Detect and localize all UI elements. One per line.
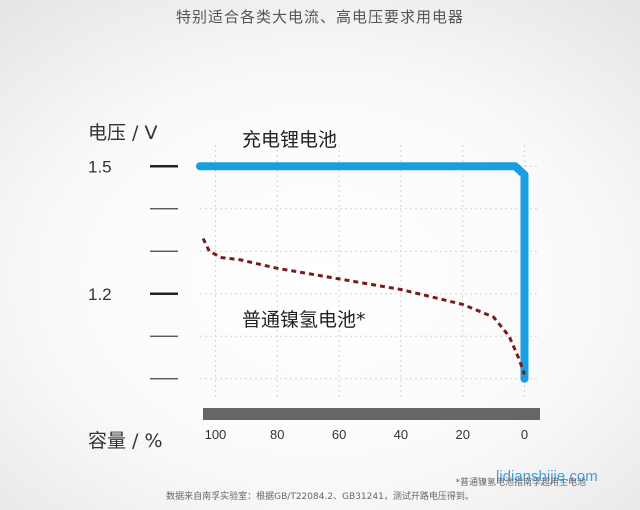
footnote: *普通镍氢电池指南孚超用主电池 — [455, 478, 586, 488]
series-line-1 — [201, 237, 526, 376]
series-label-lithium: 充电锂电池 — [242, 129, 337, 151]
y-tick-label-1.2: 1.2 — [88, 285, 112, 304]
series-label-nimh: 普通镍氢电池* — [242, 309, 366, 331]
y-tick-label-1.5: 1.5 — [88, 157, 112, 176]
x-tick-label-40: 40 — [394, 427, 408, 442]
chart-headline: 特别适合各类大电流、高电压要求用电器 — [175, 8, 464, 26]
x-tick-label-80: 80 — [270, 427, 284, 442]
x-axis-title: 容量 / % — [88, 430, 163, 452]
watermark: lidianshijie.com — [496, 468, 598, 485]
y-axis-title: 电压 / V — [88, 122, 158, 144]
source-note: 数据来自南孚实验室：根据GB/T22084.2、GB31241，测试开路电压得到… — [166, 492, 474, 502]
capacity-bar — [203, 408, 540, 420]
x-tick-label-0: 0 — [521, 427, 528, 442]
x-tick-label-20: 20 — [455, 427, 469, 442]
x-tick-label-100: 100 — [205, 427, 227, 442]
x-tick-label-60: 60 — [332, 427, 346, 442]
series-line-0 — [196, 162, 529, 383]
